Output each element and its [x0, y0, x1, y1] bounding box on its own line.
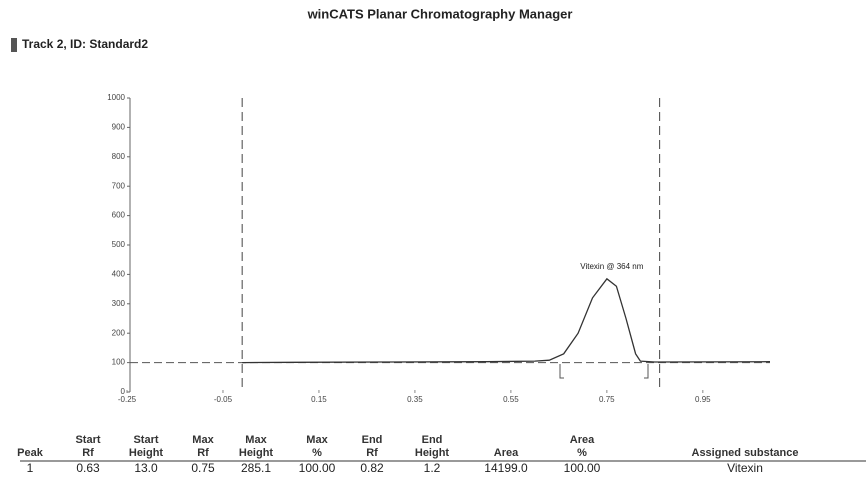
y-tick-label: 0 [121, 387, 126, 396]
y-tick-label: 100 [112, 358, 126, 367]
y-tick-label: 700 [112, 181, 126, 190]
table-header: Start [75, 434, 100, 446]
table-header: Max [245, 434, 267, 446]
table-header: Area [570, 434, 595, 446]
table-cell: Vitexin [727, 461, 763, 475]
y-tick-label: 500 [112, 240, 126, 249]
table-cell: 1.2 [424, 461, 441, 475]
table-header: End [422, 434, 443, 446]
table-header: % [312, 447, 322, 459]
table-header: Assigned substance [692, 447, 799, 459]
track-label: Track 2, ID: Standard2 [22, 37, 148, 51]
table-header: Start [133, 434, 158, 446]
table-cell: 0.75 [191, 461, 215, 475]
table-header: Rf [197, 447, 209, 459]
table-header: Max [306, 434, 328, 446]
table-cell: 0.82 [360, 461, 384, 475]
table-cell: 1 [27, 461, 34, 475]
table-cell: 285.1 [241, 461, 271, 475]
table-header: Max [192, 434, 214, 446]
peak-bracket [559, 364, 649, 379]
table-header: Rf [82, 447, 94, 459]
x-tick-label: 0.55 [503, 395, 519, 404]
table-header: End [362, 434, 383, 446]
x-tick-label: 0.35 [407, 395, 423, 404]
peak-annotation: Vitexin @ 364 nm [580, 262, 643, 271]
y-tick-label: 600 [112, 211, 126, 220]
densitogram-line [242, 277, 771, 364]
y-tick-label: 900 [112, 123, 126, 132]
table-cell: 14199.0 [484, 461, 528, 475]
table-cell: 100.00 [299, 461, 336, 475]
table-cell: 100.00 [564, 461, 601, 475]
x-tick-label: 0.95 [695, 395, 711, 404]
x-tick-label: -0.25 [118, 395, 137, 404]
x-tick-label: 0.15 [311, 395, 327, 404]
table-header: Height [129, 447, 164, 459]
table-header: Area [494, 447, 519, 459]
table-header: Height [239, 447, 274, 459]
track-icon [11, 38, 17, 52]
y-tick-label: 200 [112, 328, 126, 337]
y-tick-label: 800 [112, 152, 126, 161]
table-header: Height [415, 447, 450, 459]
y-tick-label: 1000 [107, 93, 125, 102]
report-title: winCATS Planar Chromatography Manager [307, 6, 573, 21]
table-header: Peak [17, 447, 44, 459]
table-cell: 0.63 [76, 461, 100, 475]
y-tick-label: 400 [112, 270, 126, 279]
x-tick-label: -0.05 [214, 395, 233, 404]
y-tick-label: 300 [112, 299, 126, 308]
table-header: % [577, 447, 587, 459]
table-header: Rf [366, 447, 378, 459]
x-tick-label: 0.75 [599, 395, 615, 404]
table-cell: 13.0 [134, 461, 158, 475]
